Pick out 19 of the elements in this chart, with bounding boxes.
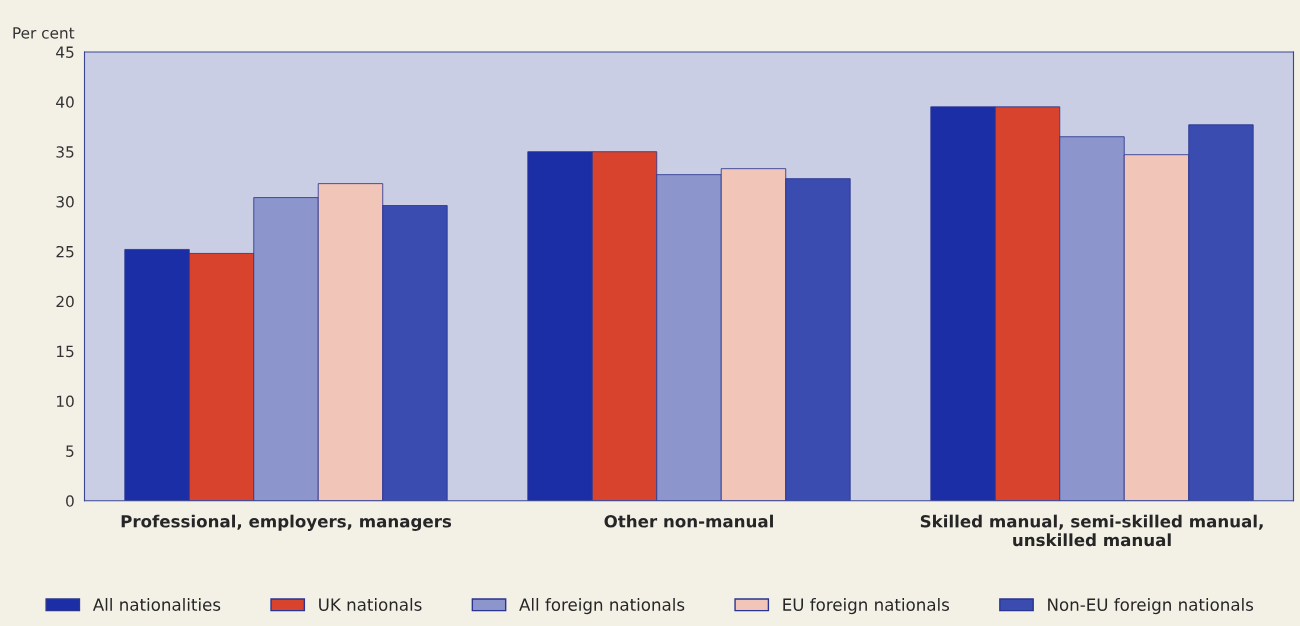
y-tick-label: 20 (56, 295, 74, 308)
y-tick-label: 30 (56, 196, 74, 208)
y-tick-label: 25 (56, 245, 74, 258)
y-tick-label: 35 (56, 146, 74, 158)
x-tick-label: Other non-manual (604, 514, 773, 528)
x-tick-label: Professional, employers, managers (121, 514, 452, 531)
y-tick-label: 10 (57, 395, 74, 408)
legend-label: All foreign nationals (519, 598, 685, 615)
y-tick-label: 45 (56, 46, 74, 58)
legend-label: All nationalities (92, 598, 221, 611)
y-tick-label: 0 (66, 495, 74, 507)
x-tick-label: Skilled manual, semi-skilled manual, unskilled manual (920, 514, 1263, 547)
y-axis-title: Per cent (13, 27, 75, 39)
legend-label: Non-EU foreign nationals (1048, 598, 1254, 615)
y-tick-label: 40 (56, 96, 74, 108)
y-tick-label: 5 (66, 445, 74, 457)
y-tick-label: 15 (57, 345, 74, 358)
legend-label: UK nationals (319, 598, 422, 611)
legend-label: EU foreign nationals (783, 598, 950, 615)
